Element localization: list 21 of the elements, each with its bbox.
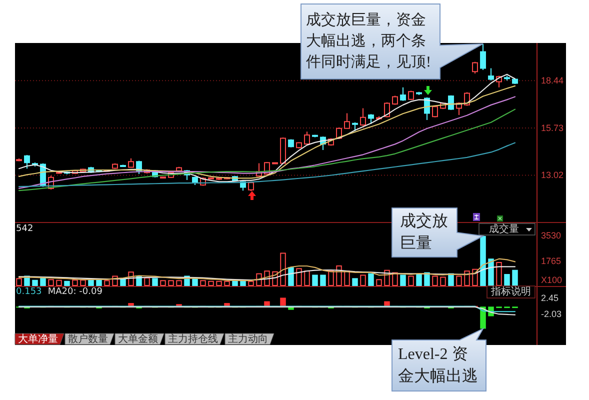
y-axis-title: X100	[541, 275, 562, 285]
y-tick-label: 13.02	[541, 170, 564, 180]
y-tick-label: 18.44	[541, 76, 564, 86]
annotation: 成交放巨量	[400, 212, 448, 252]
y-tick-label: 15.73	[541, 122, 564, 133]
text: 主力动向	[228, 333, 268, 345]
chart-subtitle: 指标说明	[490, 286, 531, 298]
y-tick-label: -2.03	[541, 308, 562, 319]
text: Level-2 资金大幅出逃	[398, 344, 478, 386]
y-tick-label: 3530	[541, 230, 562, 241]
text: 大单金额	[118, 333, 158, 345]
annotation: 成交放巨量，资金大幅出逃，两个条件同时满足，见顶!	[306, 12, 431, 70]
text: 大单净量	[18, 333, 58, 345]
annotation: 0.153	[16, 287, 42, 297]
text: 主力持仓线	[168, 333, 218, 345]
text: 散户数量	[68, 333, 108, 345]
annotation: MA20: -0.09	[48, 287, 103, 297]
y-tick-label: 1765	[541, 256, 562, 266]
annotation: 542	[16, 224, 34, 234]
chart-title: 成交量	[489, 222, 519, 235]
y-tick-label: 2.45	[541, 292, 559, 303]
